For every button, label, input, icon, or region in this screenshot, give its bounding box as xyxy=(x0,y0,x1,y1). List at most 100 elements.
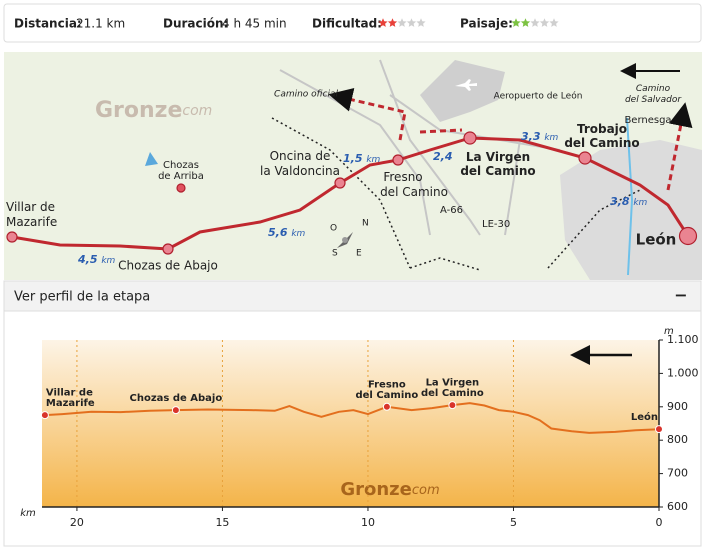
stop-label: del Camino xyxy=(355,390,418,401)
stop-marker xyxy=(382,402,391,411)
x-axis-label: km xyxy=(20,508,36,519)
rating-star xyxy=(416,18,426,27)
place: Villar de xyxy=(6,200,55,214)
svg-text:3,8 km: 3,8 km xyxy=(610,195,648,208)
plot-area xyxy=(42,340,659,507)
place: del Camino xyxy=(460,164,535,178)
airport-icon xyxy=(455,79,477,91)
distance-unit: km xyxy=(544,133,558,143)
salvador-label: del Salvador xyxy=(625,95,682,105)
compass-n: N xyxy=(362,219,369,229)
y-tick-label: 900 xyxy=(667,400,688,413)
alt-route xyxy=(328,88,693,191)
brand-suffix: com xyxy=(182,103,212,119)
x-tick-label: 10 xyxy=(361,516,375,529)
salvador-label: Camino xyxy=(636,84,671,94)
stop-label: León xyxy=(631,411,658,423)
rating-star xyxy=(378,18,388,27)
summary-bar xyxy=(3,3,702,43)
difficulty-label: Dificultad: xyxy=(312,17,382,31)
compass-o: O xyxy=(330,224,337,234)
y-tick-label: 700 xyxy=(667,467,688,480)
place: Trobajo xyxy=(577,122,627,136)
brand-name: Gronze xyxy=(95,98,182,123)
y-tick-label: 600 xyxy=(667,500,688,513)
stop-label: Villar de xyxy=(46,388,93,399)
y-tick-label: 800 xyxy=(667,433,688,446)
compass: N E S O xyxy=(330,219,369,259)
distance-value: 21.1 km xyxy=(76,17,125,31)
stop-label: Fresno xyxy=(368,379,406,390)
distance-unit: km xyxy=(633,198,647,208)
svg-text:4,5 km: 4,5 km xyxy=(77,253,116,266)
scenery-label: Paisaje: xyxy=(460,17,513,31)
rating-star xyxy=(549,18,559,27)
profile-header[interactable] xyxy=(3,280,702,312)
river xyxy=(626,117,634,276)
distance-unit: km xyxy=(101,256,115,266)
place: La Virgen xyxy=(466,150,530,164)
distance: 1,5 xyxy=(343,152,363,165)
map: N E S O Gronzecom Chozas de Arriba Camino… xyxy=(4,52,702,280)
place: Mazarife xyxy=(6,215,57,229)
stop-marker xyxy=(448,401,457,410)
compass-e: E xyxy=(356,249,362,259)
duration-value: 4 h 45 min xyxy=(222,17,287,31)
place: León xyxy=(636,231,677,249)
y-axis-label: m xyxy=(664,326,674,337)
stop-label: Mazarife xyxy=(46,398,95,409)
stop-label: del Camino xyxy=(421,388,484,399)
rating-star xyxy=(387,18,398,27)
brand: Gronzecom xyxy=(95,98,212,123)
svg-text:3,3 km: 3,3 km xyxy=(521,130,559,143)
rating-star xyxy=(530,18,540,27)
distance-unit: km xyxy=(366,155,380,165)
place: Fresno xyxy=(383,170,422,184)
rating-star xyxy=(520,18,531,27)
distance-unit: km xyxy=(291,229,305,239)
distance: 4,5 xyxy=(77,253,98,266)
place: de Arriba xyxy=(158,171,204,182)
duration-label: Duración: xyxy=(163,17,228,31)
y-tick-label: 1.100 xyxy=(667,333,699,346)
stop-marker xyxy=(171,406,180,415)
watermark-name: Gronze xyxy=(340,479,412,500)
airport-area xyxy=(420,60,505,122)
distance: 3,8 xyxy=(610,195,630,208)
lake-icon xyxy=(145,152,158,166)
distance: 5,6 xyxy=(268,226,288,239)
place: del Camino xyxy=(380,185,448,199)
road-label: LE-30 xyxy=(482,219,510,230)
x-tick-label: 15 xyxy=(215,516,229,529)
place: la Valdoncina xyxy=(260,164,340,178)
distance: 2,4 xyxy=(433,150,453,163)
rating-star xyxy=(539,18,550,27)
place: Chozas de Abajo xyxy=(118,259,218,273)
river-label: Bernesga xyxy=(624,115,671,126)
rating-star xyxy=(406,18,417,27)
stop-marker xyxy=(40,411,49,420)
x-tick-label: 20 xyxy=(70,516,84,529)
compass-s: S xyxy=(332,249,338,259)
stop-label: Chozas de Abajo xyxy=(130,393,223,404)
svg-text:5,6 km: 5,6 km xyxy=(268,226,306,239)
rating-star xyxy=(511,18,521,27)
map-stops xyxy=(6,131,698,255)
collapse-button[interactable]: − xyxy=(674,286,687,305)
svg-text:1,5 km: 1,5 km xyxy=(343,152,381,165)
place: del Camino xyxy=(564,136,639,150)
x-tick-label: 5 xyxy=(510,516,517,529)
airport-label: Aeropuerto de León xyxy=(494,91,583,102)
stop-label: La Virgen xyxy=(426,378,480,389)
place: Chozas xyxy=(163,160,199,171)
stop-marker xyxy=(655,425,663,434)
watermark-suffix: com xyxy=(412,483,440,498)
profile-title[interactable]: Ver perfil de la etapa xyxy=(14,290,150,305)
